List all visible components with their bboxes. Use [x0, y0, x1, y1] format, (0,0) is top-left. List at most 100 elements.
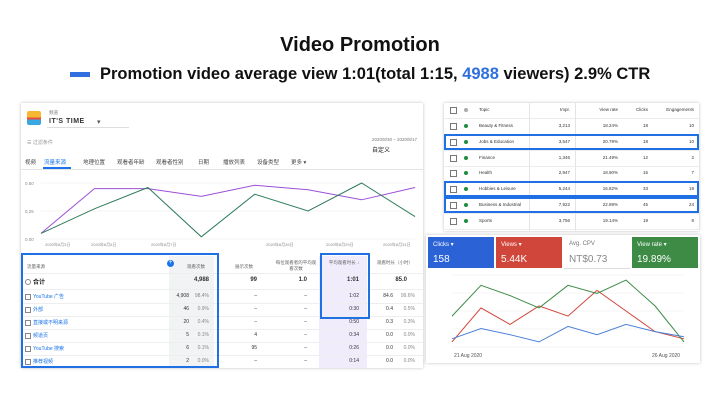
tab-more-label: 更多: [291, 160, 302, 166]
topic-engagements: 8: [656, 218, 694, 223]
row-avg-views: –: [293, 345, 307, 351]
channel-dropdown-icon[interactable]: ▾: [97, 118, 101, 126]
metrics-chart: 21 Aug 2020 26 Aug 2020: [426, 235, 700, 363]
impr-header[interactable]: Impr.: [548, 107, 570, 112]
date-picker[interactable]: 2020/8/30 – 2020/8/17 自定义: [372, 137, 417, 154]
tab-playlist[interactable]: 播放列表: [223, 158, 245, 166]
highlight-views-box: [21, 253, 219, 368]
traffic-chart: 0.500.250.00 2020年8月3日 2020年8月5日 2020年8月7日…: [21, 169, 423, 249]
row-watch-time: 0.4: [377, 306, 393, 312]
topic-checkbox[interactable]: [450, 123, 457, 130]
views-series-line: [452, 290, 684, 342]
topic-engagements: 2: [656, 155, 694, 160]
subtitle-prefix: Promotion video average view 1:01(total …: [100, 65, 462, 83]
y-tick-label: 0.00: [25, 237, 34, 242]
tab-device-type[interactable]: 设备类型: [257, 158, 279, 166]
row-avg-duration: 0:14: [339, 358, 359, 364]
x-tick-label: 2020年8月3日: [45, 241, 70, 247]
col-header-watch-time[interactable]: 观看时长（小时）: [377, 260, 413, 266]
highlight-duration-box: [320, 253, 370, 319]
row-impressions: –: [243, 293, 257, 299]
row-watch-pct: 99.6%: [395, 293, 415, 299]
topic-clicks: 12: [628, 155, 648, 160]
topic-impr: 1,346: [544, 155, 570, 160]
topic-row[interactable]: Jobs & Education 3,547 20.79% 18 10: [444, 135, 699, 151]
viewrate-header[interactable]: View rate: [586, 107, 618, 112]
topic-checkbox[interactable]: [450, 218, 457, 225]
topics-table: Topic Impr. View rate Clicks Engagements…: [444, 103, 699, 231]
row-impressions: 95: [243, 345, 257, 351]
y-tick-label: 0.25: [25, 209, 34, 214]
topic-impr: 3,756: [544, 218, 570, 223]
tab-date[interactable]: 日期: [198, 158, 209, 166]
col-header-impressions[interactable]: 展示次数: [235, 264, 253, 270]
filter-label: 过滤条件: [33, 140, 53, 146]
status-header-dot-icon: [464, 108, 468, 112]
row-watch-time: 84.6: [377, 293, 393, 299]
tab-traffic-source[interactable]: 流量来源: [44, 158, 66, 166]
tab-more[interactable]: 更多 ▾: [291, 158, 306, 166]
row-impressions: 4: [243, 332, 257, 338]
topic-impr: 2,947: [544, 170, 570, 175]
date-range: 2020/8/30 – 2020/8/17: [372, 137, 417, 142]
topic-engagements: 7: [656, 170, 694, 175]
total-watch-time: 85.0: [387, 277, 407, 283]
topic-row[interactable]: Health 2,947 18.90% 15 7: [444, 166, 699, 182]
metrics-x-label-start: 21 Aug 2020: [454, 353, 482, 359]
subtitle-suffix: viewers) 2.9% CTR: [499, 65, 650, 83]
topic-header[interactable]: Topic: [479, 107, 490, 112]
topic-name: Health: [479, 170, 492, 175]
subtitle-viewers: 4988: [462, 65, 499, 83]
status-dot-icon: [464, 124, 468, 128]
row-watch-pct: 0.0%: [395, 332, 415, 338]
engagements-header[interactable]: Engagements: [656, 107, 694, 112]
tab-videos[interactable]: 视频: [25, 158, 36, 166]
topic-highlight-box: [444, 134, 699, 150]
date-value: 自定义: [372, 145, 417, 154]
select-all-checkbox[interactable]: [450, 107, 457, 114]
row-avg-views: –: [293, 358, 307, 364]
row-watch-time: 0.0: [377, 345, 393, 351]
row-watch-time: 0.3: [377, 319, 393, 325]
tab-geography[interactable]: 地理位置: [83, 158, 105, 166]
x-tick-label: 2020年8月26日: [266, 241, 294, 247]
row-impressions: –: [243, 319, 257, 325]
row-avg-duration: 0:50: [339, 319, 359, 325]
topic-engagements: 10: [656, 123, 694, 128]
channel-label: 频道: [49, 110, 58, 116]
topic-row[interactable]: Hobbies & Leisure 5,244 16.82% 33 19: [444, 182, 699, 198]
topic-row[interactable]: Finance 1,346 21.49% 12 2: [444, 151, 699, 167]
filter-row[interactable]: ☰ 过滤条件: [27, 139, 53, 146]
topic-row[interactable]: Business & Industrial 7,922 22.89% 45 24: [444, 198, 699, 214]
x-tick-label: 2020年8月29日: [326, 241, 354, 247]
topic-highlight-box: [444, 197, 699, 213]
x-tick-label: 2020年8月5日: [91, 241, 116, 247]
tab-viewer-age[interactable]: 观看者年龄: [117, 158, 145, 166]
chart-series-purple: [41, 185, 415, 233]
status-dot-icon: [464, 219, 468, 223]
metrics-x-label-end: 26 Aug 2020: [652, 353, 680, 359]
row-impressions: –: [243, 306, 257, 312]
slide-title: Video Promotion: [0, 34, 720, 57]
topic-clicks: 18: [628, 123, 648, 128]
chart-y-ticks: 0.500.250.00: [25, 181, 34, 242]
topic-clicks: 15: [628, 170, 648, 175]
row-watch-pct: 0.0%: [395, 345, 415, 351]
topic-row[interactable]: Sports 3,756 19.14% 19 8: [444, 214, 699, 230]
topic-viewrate: 19.14%: [586, 218, 618, 223]
channel-name[interactable]: IT'S TIME: [49, 118, 85, 125]
row-impressions: –: [243, 358, 257, 364]
topic-impr: 3,213: [544, 123, 570, 128]
col-header-avg-views[interactable]: 每位观看者的平均观看次数: [275, 260, 317, 272]
row-watch-time: 0.0: [377, 332, 393, 338]
topic-row[interactable]: Beauty & Fitness 3,213 18.24% 18 10: [444, 119, 699, 135]
row-avg-duration: 0:34: [339, 332, 359, 338]
status-dot-icon: [464, 171, 468, 175]
clicks-header[interactable]: Clicks: [628, 107, 648, 112]
topic-checkbox[interactable]: [450, 155, 457, 162]
channel-logo-icon: [27, 111, 41, 125]
tab-viewer-gender[interactable]: 观看者性别: [156, 158, 184, 166]
topic-checkbox[interactable]: [450, 170, 457, 177]
topics-header-row: Topic Impr. View rate Clicks Engagements: [444, 103, 699, 119]
row-watch-time: 0.0: [377, 358, 393, 364]
